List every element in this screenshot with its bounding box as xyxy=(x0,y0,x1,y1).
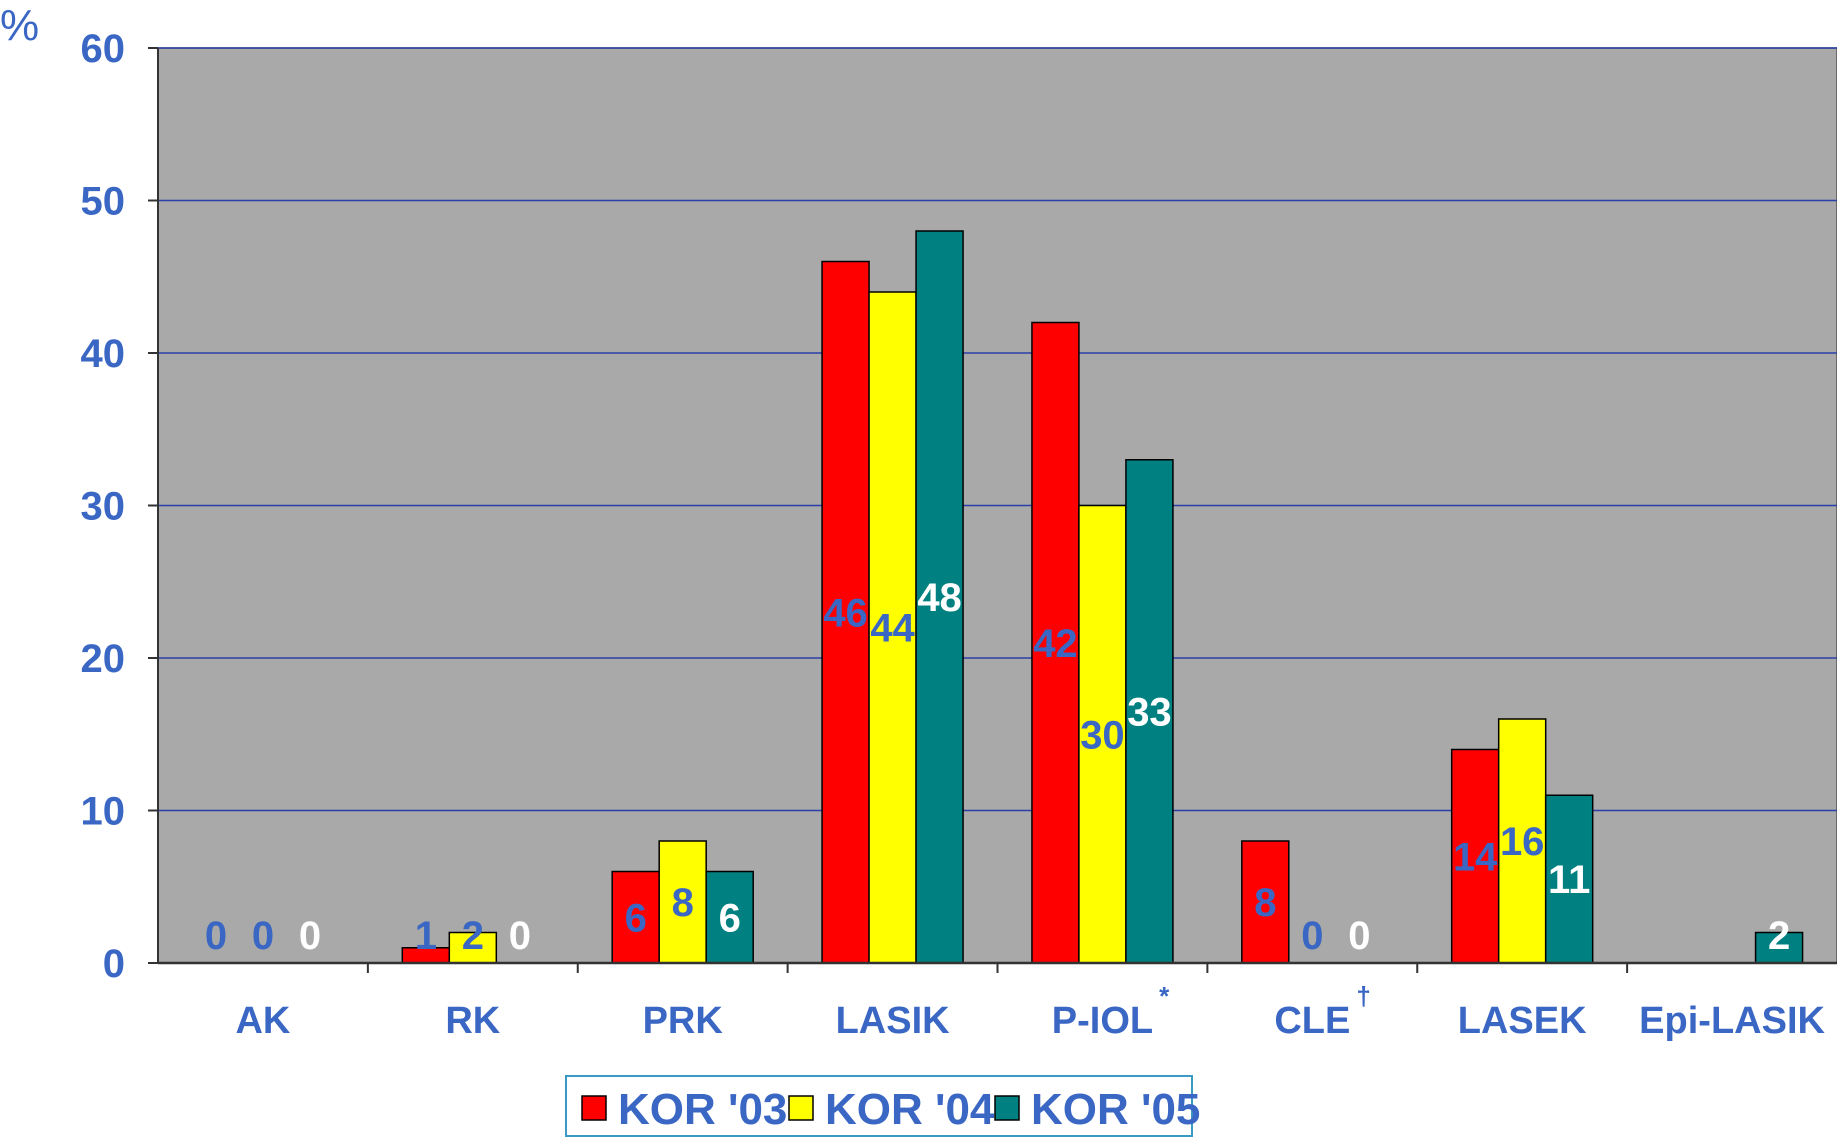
data-label: 0 xyxy=(1348,914,1370,958)
data-label: 0 xyxy=(205,914,227,958)
data-label: 8 xyxy=(1254,881,1276,925)
x-category-label: CLE xyxy=(1274,1000,1350,1042)
bar xyxy=(1544,794,1594,964)
category-footnote-mark: † xyxy=(1356,981,1370,1011)
legend-label: KOR '04 xyxy=(825,1085,995,1134)
legend: KOR '03 KOR '04 KOR '05 xyxy=(565,1075,1200,1137)
bar xyxy=(705,870,754,964)
gridlines xyxy=(158,47,1837,812)
y-tick-label: 10 xyxy=(81,790,126,834)
legend-swatch xyxy=(994,1095,1020,1121)
y-axis-unit: % xyxy=(0,1,39,50)
data-label: 1 xyxy=(415,914,437,958)
legend-swatch xyxy=(788,1095,814,1121)
data-label: 0 xyxy=(299,914,321,958)
data-label: 46 xyxy=(823,591,868,635)
x-category-label: PRK xyxy=(643,1000,724,1042)
data-label: 30 xyxy=(1080,713,1125,757)
legend-box xyxy=(565,1075,1193,1137)
x-category-label: LASEK xyxy=(1458,1000,1587,1042)
x-category-labels: AK RK PRK LASIK P-IOL* CLE† LASEK Epi-LASIK xyxy=(235,981,1825,1042)
bar xyxy=(1031,321,1080,964)
bar xyxy=(658,840,707,964)
data-label: 2 xyxy=(462,914,484,958)
data-label: 48 xyxy=(917,576,962,620)
data-label: 8 xyxy=(672,881,694,925)
x-category-label: P-IOL xyxy=(1052,1000,1153,1042)
legend-label: KOR '05 xyxy=(1031,1085,1200,1134)
data-label: 6 xyxy=(625,896,647,940)
data-label: 42 xyxy=(1033,622,1078,666)
legend-label: KOR '03 xyxy=(618,1085,787,1134)
y-tick-label: 60 xyxy=(81,27,126,71)
data-label: 6 xyxy=(719,896,741,940)
y-tick-label: 30 xyxy=(81,485,126,529)
bar xyxy=(1125,459,1174,964)
data-label: 14 xyxy=(1453,835,1498,879)
axes xyxy=(148,47,1837,973)
x-category-label: LASIK xyxy=(836,1000,951,1042)
bar xyxy=(1450,748,1500,964)
x-category-label: RK xyxy=(445,1000,500,1042)
y-tick-labels: 0 10 20 30 40 50 60 xyxy=(81,27,126,986)
data-label: 11 xyxy=(1548,858,1590,902)
data-label: 33 xyxy=(1127,690,1172,734)
x-category-label: AK xyxy=(235,1000,290,1042)
data-label: 0 xyxy=(1301,914,1323,958)
bar xyxy=(1078,504,1127,964)
data-label: 2 xyxy=(1768,914,1790,958)
legend-swatch xyxy=(581,1095,607,1121)
y-tick-label: 0 xyxy=(103,942,125,986)
data-label: 44 xyxy=(870,607,915,651)
x-category-label: Epi-LASIK xyxy=(1639,1000,1825,1042)
data-label: 0 xyxy=(252,914,274,958)
data-label: 0 xyxy=(509,914,531,958)
y-tick-label: 40 xyxy=(81,332,126,376)
y-tick-label: 50 xyxy=(81,180,126,224)
y-tick-label: 20 xyxy=(81,637,126,681)
bars xyxy=(401,230,1804,964)
category-footnote-mark: * xyxy=(1159,981,1170,1011)
data-label: 16 xyxy=(1500,820,1545,864)
